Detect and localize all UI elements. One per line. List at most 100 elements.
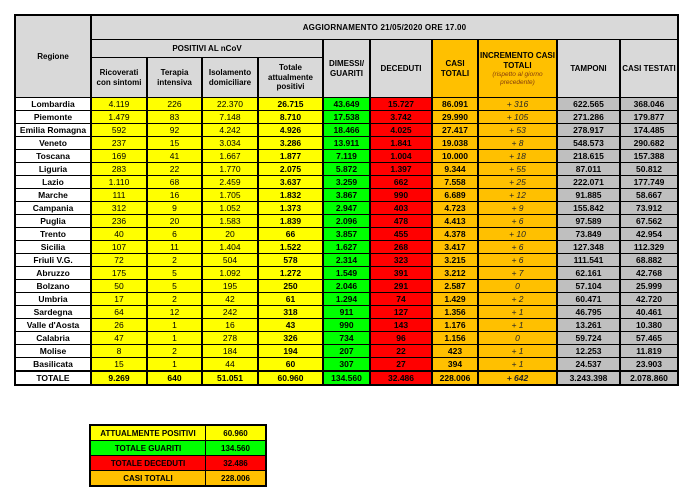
cell-ricoverati: 1.479	[90, 110, 148, 124]
cell-casi-testati: 2.078.860	[619, 370, 679, 386]
summary-value: 60.960	[205, 424, 267, 441]
cell-dimessi: 7.119	[322, 149, 371, 163]
summary-label: TOTALE GUARITI	[89, 440, 206, 456]
cell-totale-positivi: 194	[257, 344, 324, 358]
cell-totale-positivi: 1.272	[257, 266, 324, 280]
region-row: Trento 40 6 20 66 3.857 455 4.378 + 10 73.849 42.9…	[14, 227, 679, 241]
cell-terapia: 15	[146, 136, 203, 150]
col-header-dimessi-guariti: DIMESSI/ GUARITI	[322, 39, 371, 98]
cell-tamponi: 87.011	[556, 162, 621, 176]
cell-dimessi: 2.096	[322, 214, 371, 228]
cell-totale-positivi: 2.075	[257, 162, 324, 176]
region-row: Puglia 236 20 1.583 1.839 2.096 478 4.413 + 6 97.…	[14, 214, 679, 228]
cell-ricoverati: 175	[90, 266, 148, 280]
cell-deceduti: 96	[369, 331, 433, 345]
cell-casi-totali: 6.689	[431, 188, 479, 202]
cell-incremento: + 6	[477, 214, 558, 228]
region-row: Liguria 283 22 1.770 2.075 5.872 1.397 9.344 + 5…	[14, 162, 679, 176]
cell-dimessi: 2.947	[322, 201, 371, 215]
cell-tamponi: 111.541	[556, 253, 621, 267]
cell-tamponi: 278.917	[556, 123, 621, 137]
col-header-tamponi: TAMPONI	[556, 39, 621, 98]
region-row: Friuli V.G. 72 2 504 578 2.314 323 3.215 + 6 111.…	[14, 253, 679, 267]
cell-dimessi: 2.046	[322, 279, 371, 293]
summary-table: ATTUALMENTE POSITIVI 60.960 TOTALE GUARITI…	[89, 424, 267, 487]
cell-dimessi: 2.314	[322, 253, 371, 267]
region-row: Calabria 47 1 278 326 734 96 1.156 0 59.724 57.465	[14, 331, 679, 345]
cell-deceduti: 391	[369, 266, 433, 280]
cell-incremento: + 7	[477, 266, 558, 280]
cell-casi-totali: 19.038	[431, 136, 479, 150]
cell-ricoverati: 1.110	[90, 175, 148, 189]
cell-casi-totali: 4.723	[431, 201, 479, 215]
cell-terapia: 20	[146, 214, 203, 228]
cell-deceduti: 22	[369, 344, 433, 358]
cell-ricoverati: 169	[90, 149, 148, 163]
cell-ricoverati: 236	[90, 214, 148, 228]
cell-deceduti: 27	[369, 357, 433, 372]
cell-tamponi: 3.243.398	[556, 370, 621, 386]
cell-casi-totali: 394	[431, 357, 479, 372]
cell-deceduti: 127	[369, 305, 433, 319]
header-row-title: Regione AGGIORNAMENTO 21/05/2020 ORE 17.…	[14, 14, 679, 98]
cell-ricoverati: 237	[90, 136, 148, 150]
cell-casi-testati: 112.329	[619, 240, 679, 254]
cell-totale-positivi: 578	[257, 253, 324, 267]
cell-name: Umbria	[14, 292, 92, 306]
cell-casi-totali: 7.558	[431, 175, 479, 189]
cell-incremento: + 25	[477, 175, 558, 189]
cell-terapia: 83	[146, 110, 203, 124]
cell-incremento: + 12	[477, 188, 558, 202]
cell-incremento: + 10	[477, 227, 558, 241]
cell-casi-totali: 1.429	[431, 292, 479, 306]
cell-ricoverati: 4.119	[90, 97, 148, 111]
cell-name: Valle d'Aosta	[14, 318, 92, 332]
cell-isolamento: 20	[201, 227, 259, 241]
cell-ricoverati: 40	[90, 227, 148, 241]
cell-incremento: + 1	[477, 344, 558, 358]
cell-ricoverati: 111	[90, 188, 148, 202]
table-body: Lombardia 4.119 226 22.370 26.715 43.649 15.72…	[14, 97, 679, 386]
cell-casi-testati: 11.819	[619, 344, 679, 358]
covid-regions-table: Regione AGGIORNAMENTO 21/05/2020 ORE 17.…	[14, 14, 679, 386]
cell-isolamento: 2.459	[201, 175, 259, 189]
summary-value: 32.486	[205, 455, 267, 471]
cell-casi-testati: 290.682	[619, 136, 679, 150]
cell-tamponi: 222.071	[556, 175, 621, 189]
cell-deceduti: 74	[369, 292, 433, 306]
summary-value: 228.006	[205, 470, 267, 487]
cell-casi-testati: 179.877	[619, 110, 679, 124]
cell-name: Liguria	[14, 162, 92, 176]
cell-totale-positivi: 26.715	[257, 97, 324, 111]
cell-ricoverati: 107	[90, 240, 148, 254]
cell-casi-totali: 228.006	[431, 370, 479, 386]
cell-isolamento: 278	[201, 331, 259, 345]
cell-casi-totali: 2.587	[431, 279, 479, 293]
cell-ricoverati: 283	[90, 162, 148, 176]
cell-dimessi: 13.911	[322, 136, 371, 150]
cell-terapia: 92	[146, 123, 203, 137]
cell-casi-totali: 86.091	[431, 97, 479, 111]
cell-incremento: + 55	[477, 162, 558, 176]
cell-name: Abruzzo	[14, 266, 92, 280]
cell-totale-positivi: 1.832	[257, 188, 324, 202]
cell-casi-testati: 42.768	[619, 266, 679, 280]
cell-casi-testati: 42.954	[619, 227, 679, 241]
region-row: Lazio 1.110 68 2.459 3.637 3.259 662 7.558 + 25 2…	[14, 175, 679, 189]
cell-name: Trento	[14, 227, 92, 241]
cell-dimessi: 17.538	[322, 110, 371, 124]
cell-totale-positivi: 43	[257, 318, 324, 332]
region-row: Abruzzo 175 5 1.092 1.272 1.549 391 3.212 + 7 62.…	[14, 266, 679, 280]
cell-name: Friuli V.G.	[14, 253, 92, 267]
cell-tamponi: 127.348	[556, 240, 621, 254]
cell-terapia: 2	[146, 292, 203, 306]
region-row: Sardegna 64 12 242 318 911 127 1.356 + 1 46.795 40…	[14, 305, 679, 319]
cell-deceduti: 32.486	[369, 370, 433, 386]
region-row: Sicilia 107 11 1.404 1.522 1.627 268 3.417 + 6 12…	[14, 240, 679, 254]
region-row: Lombardia 4.119 226 22.370 26.715 43.649 15.72…	[14, 97, 679, 111]
col-header-ricoverati: Ricoverati con sintomi	[90, 57, 148, 98]
cell-tamponi: 62.161	[556, 266, 621, 280]
cell-casi-testati: 67.562	[619, 214, 679, 228]
region-row: Valle d'Aosta 26 1 16 43 990 143 1.176 + 1 13.261…	[14, 318, 679, 332]
